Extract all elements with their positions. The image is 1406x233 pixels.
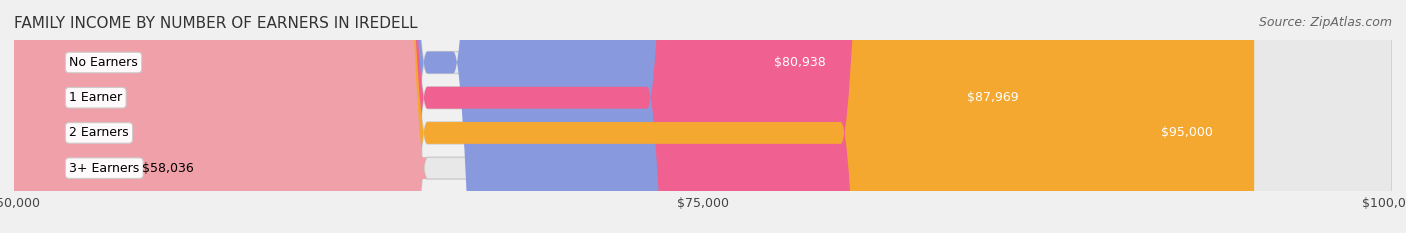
- Text: No Earners: No Earners: [69, 56, 138, 69]
- Text: $80,938: $80,938: [773, 56, 825, 69]
- Text: $58,036: $58,036: [142, 162, 194, 175]
- Text: $95,000: $95,000: [1161, 127, 1213, 139]
- Text: FAMILY INCOME BY NUMBER OF EARNERS IN IREDELL: FAMILY INCOME BY NUMBER OF EARNERS IN IR…: [14, 16, 418, 31]
- FancyBboxPatch shape: [14, 0, 866, 233]
- FancyBboxPatch shape: [14, 0, 1392, 233]
- Text: Source: ZipAtlas.com: Source: ZipAtlas.com: [1258, 16, 1392, 29]
- FancyBboxPatch shape: [14, 0, 1392, 233]
- Text: 2 Earners: 2 Earners: [69, 127, 129, 139]
- Text: 3+ Earners: 3+ Earners: [69, 162, 139, 175]
- FancyBboxPatch shape: [14, 0, 1254, 233]
- Text: 1 Earner: 1 Earner: [69, 91, 122, 104]
- FancyBboxPatch shape: [14, 0, 1392, 233]
- FancyBboxPatch shape: [14, 0, 1060, 233]
- FancyBboxPatch shape: [14, 0, 1392, 233]
- Text: $87,969: $87,969: [967, 91, 1019, 104]
- FancyBboxPatch shape: [0, 0, 427, 233]
